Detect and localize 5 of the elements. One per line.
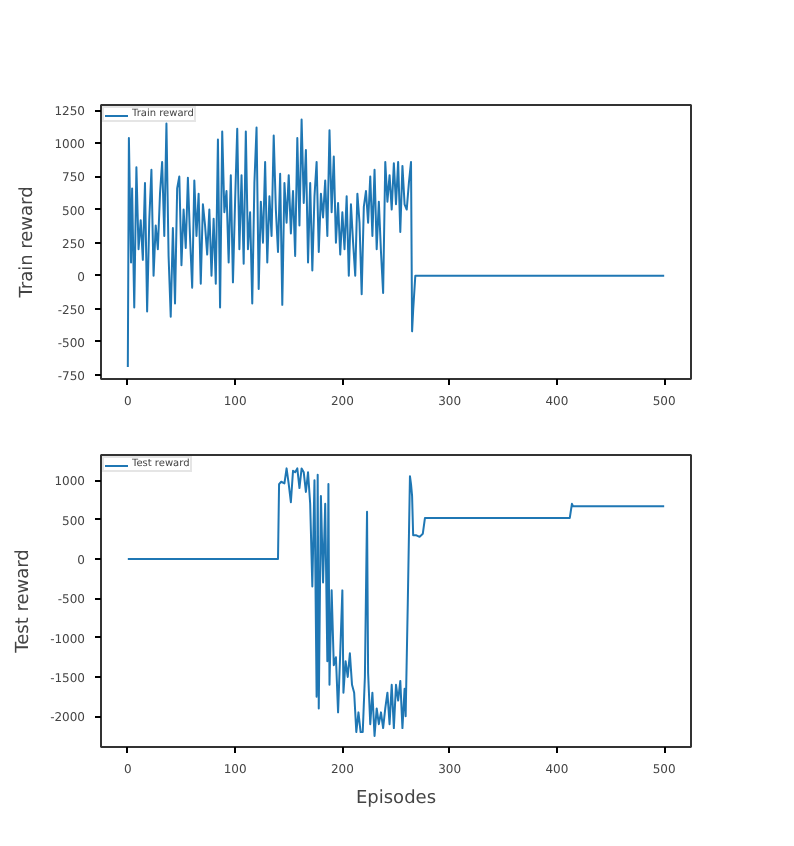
x-axis-title: Episodes xyxy=(355,789,437,809)
y-axis-title: Test reward xyxy=(14,549,35,655)
y-axis-title: Train reward xyxy=(18,186,39,300)
line-series xyxy=(126,118,666,369)
line-series xyxy=(126,467,666,737)
